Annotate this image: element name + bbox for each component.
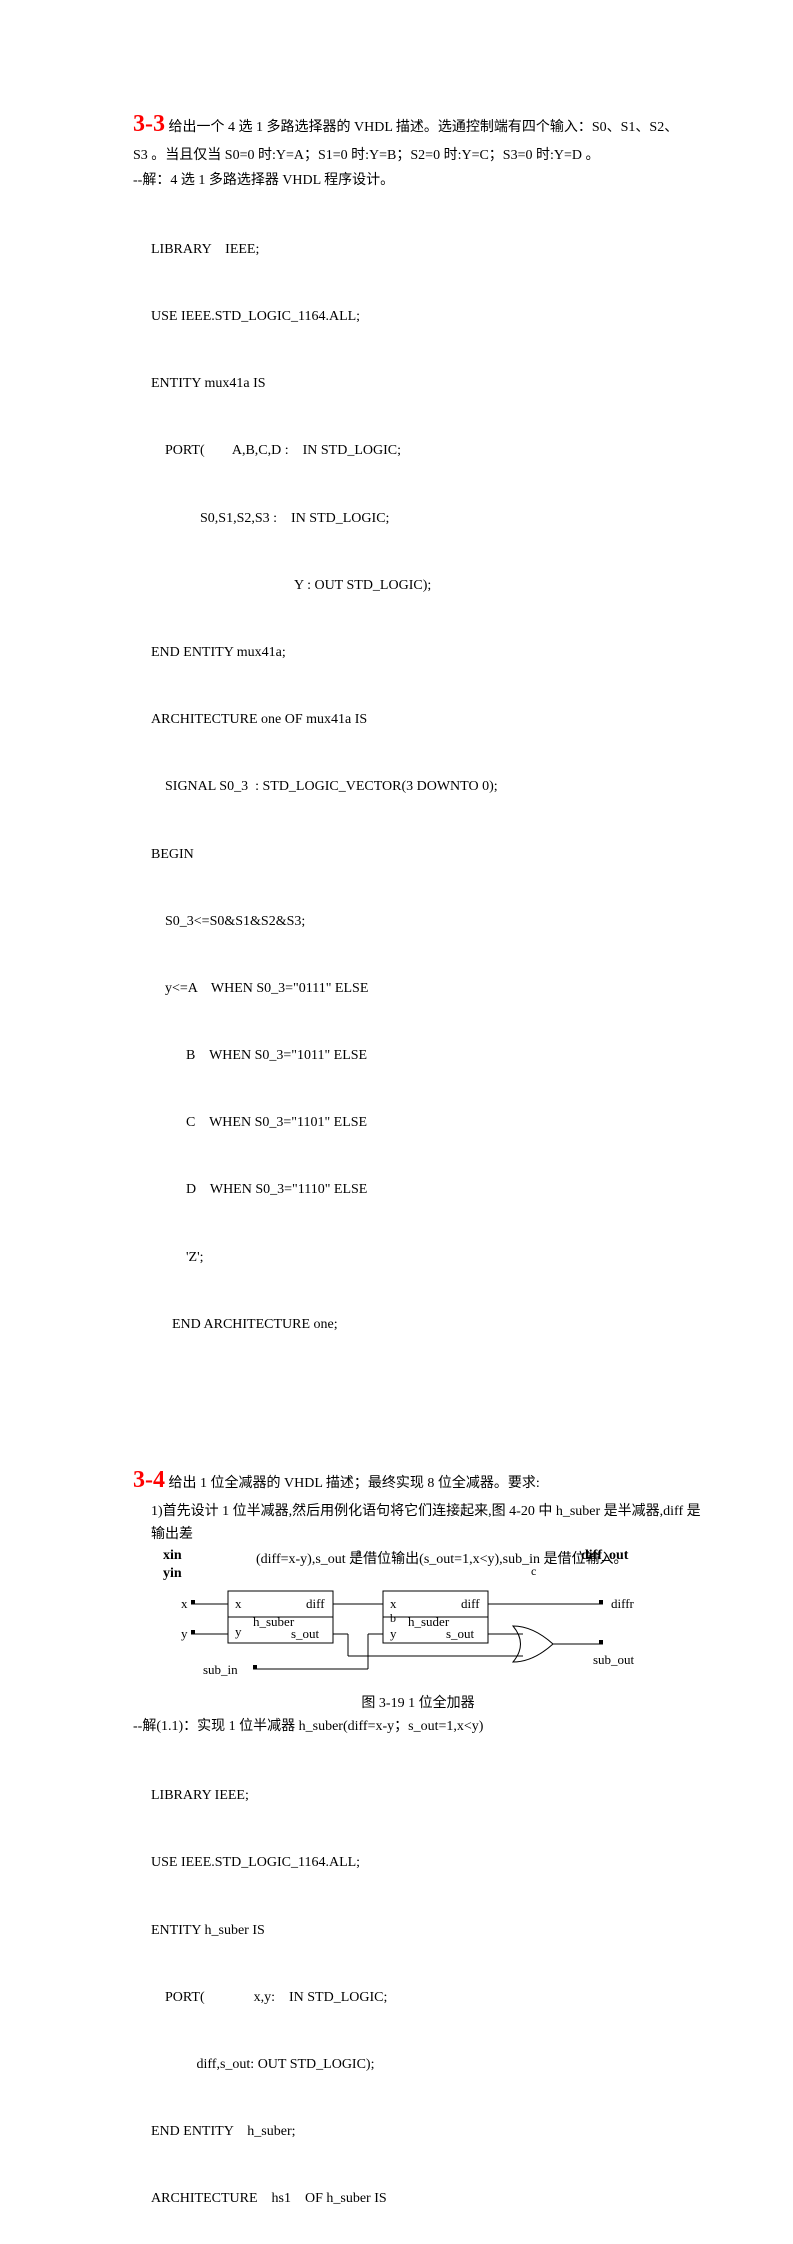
figure-caption: 图 3-19 1 位全加器 — [133, 1692, 703, 1712]
code-line: END ENTITY mux41a; — [151, 642, 703, 664]
code-line: END ARCHITECTURE one; — [151, 1314, 703, 1336]
sec34-line2: 1)首先设计 1 位半减器,然后用例化语句将它们连接起来,图 4-20 中 h_… — [151, 1501, 703, 1546]
code-line: C WHEN S0_3="1101" ELSE — [151, 1112, 703, 1134]
code-line: Y : OUT STD_LOGIC); — [151, 575, 703, 597]
sec34-line3: (diff=x-y),s_out 是借位输出(s_out=1,x<y),sub_… — [256, 1548, 627, 1568]
code-line: D WHEN S0_3="1110" ELSE — [151, 1179, 703, 1201]
svg-text:diff: diff — [461, 1596, 480, 1611]
sec34-answer: --解(1.1)：实现 1 位半减器 h_suber(diff=x-y；s_ou… — [133, 1716, 703, 1738]
code-line: B WHEN S0_3="1011" ELSE — [151, 1045, 703, 1067]
document-page: 3-3 给出一个 4 选 1 多路选择器的 VHDL 描述。选通控制端有四个输入… — [0, 0, 793, 2244]
code-line: SIGNAL S0_3 : STD_LOGIC_VECTOR(3 DOWNTO … — [151, 776, 703, 798]
sec34-heading-line: 3-4 给出 1 位全减器的 VHDL 描述；最终实现 8 位全减器。要求: — [133, 1461, 703, 1499]
figure-full-adder: x y sub_in x diff y h_suber s_out — [173, 1586, 643, 1686]
code-line: S0_3<=S0&S1&S2&S3; — [151, 911, 703, 933]
svg-label-y: y — [181, 1626, 188, 1641]
label-a: a — [356, 1545, 361, 1560]
sec34-number: 3-4 — [133, 1467, 165, 1493]
code-line: PORT( x,y: IN STD_LOGIC; — [151, 1987, 703, 2009]
code-line: PORT( A,B,C,D : IN STD_LOGIC; — [151, 440, 703, 462]
label-yin: yin — [163, 1566, 182, 1582]
code-line: BEGIN — [151, 844, 703, 866]
code-line: LIBRARY IEEE; — [151, 239, 703, 261]
label-xin: xin — [163, 1548, 182, 1564]
code-line: ARCHITECTURE one OF mux41a IS — [151, 709, 703, 731]
code-line: ENTITY h_suber IS — [151, 1920, 703, 1942]
svg-text:diff: diff — [306, 1596, 325, 1611]
code-line: y<=A WHEN S0_3="0111" ELSE — [151, 978, 703, 1000]
svg-text:x: x — [390, 1596, 397, 1611]
code-line: USE IEEE.STD_LOGIC_1164.ALL; — [151, 306, 703, 328]
sec33-line2: S3 。当且仅当 S0=0 时:Y=A；S1=0 时:Y=B；S2=0 时:Y=… — [133, 145, 703, 167]
svg-text:y: y — [235, 1624, 242, 1639]
sec33-code: LIBRARY IEEE; USE IEEE.STD_LOGIC_1164.AL… — [151, 194, 703, 1381]
sec33-line3: --解：4 选 1 多路选择器 VHDL 程序设计。 — [133, 170, 703, 192]
code-line: 'Z'; — [151, 1247, 703, 1269]
svg-text:s_out: s_out — [291, 1626, 320, 1641]
sec33-heading-line: 3-3 给出一个 4 选 1 多路选择器的 VHDL 描述。选通控制端有四个输入… — [133, 105, 703, 143]
svg-text:h_suber: h_suber — [253, 1614, 295, 1629]
code-line: ARCHITECTURE hs1 OF h_suber IS — [151, 2188, 703, 2210]
sec34-lead-text: 给出 1 位全减器的 VHDL 描述；最终实现 8 位全减器。要求: — [165, 1476, 540, 1491]
svg-text:s_out: s_out — [446, 1626, 475, 1641]
svg-text:h_suder: h_suder — [408, 1614, 450, 1629]
code-line: LIBRARY IEEE; — [151, 1785, 703, 1807]
sec33-number: 3-3 — [133, 111, 165, 137]
sec33-lead-text: 给出一个 4 选 1 多路选择器的 VHDL 描述。选通控制端有四个输入：S0、… — [165, 120, 678, 135]
sec34-code: LIBRARY IEEE; USE IEEE.STD_LOGIC_1164.AL… — [151, 1740, 703, 2244]
label-c: c — [531, 1564, 536, 1579]
svg-text:sub_out: sub_out — [593, 1652, 635, 1667]
svg-label-x: x — [181, 1596, 188, 1611]
svg-text:y: y — [390, 1626, 397, 1641]
svg-label-subin: sub_in — [203, 1662, 238, 1677]
svg-text:b: b — [390, 1611, 396, 1625]
svg-text:diffr: diffr — [611, 1596, 635, 1611]
code-line: diff,s_out: OUT STD_LOGIC); — [151, 2054, 703, 2076]
code-line: USE IEEE.STD_LOGIC_1164.ALL; — [151, 1852, 703, 1874]
code-line: ENTITY mux41a IS — [151, 373, 703, 395]
svg-text:x: x — [235, 1596, 242, 1611]
label-diff_out: diff_out — [581, 1548, 628, 1564]
code-line: S0,S1,S2,S3 : IN STD_LOGIC; — [151, 508, 703, 530]
code-line: END ENTITY h_suber; — [151, 2121, 703, 2143]
